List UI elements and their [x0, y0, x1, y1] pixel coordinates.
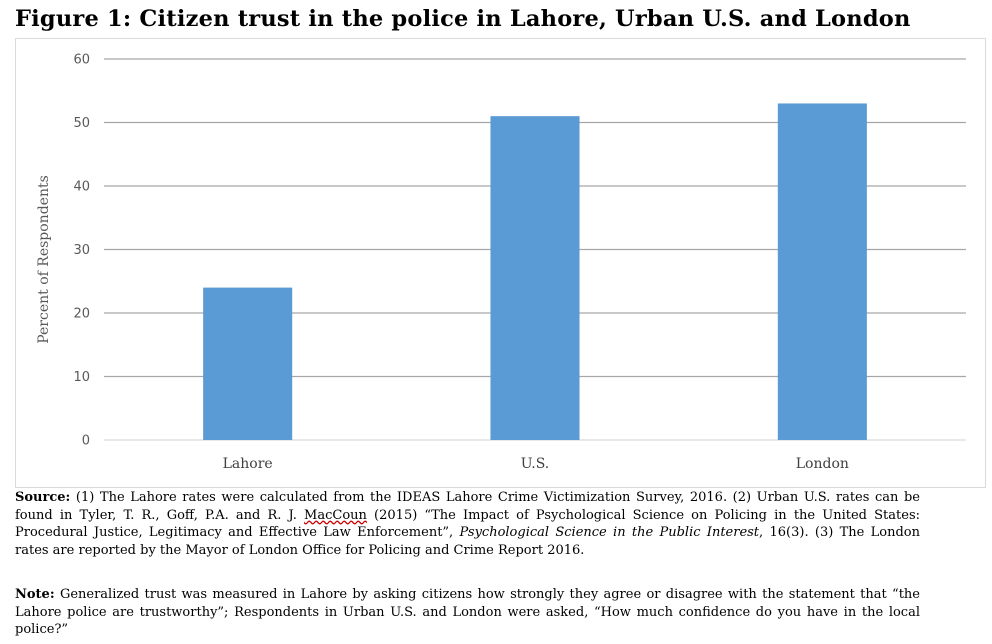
x-tick-label: Lahore — [223, 456, 273, 472]
y-tick-label: 20 — [73, 307, 90, 322]
source-author: MacCoun — [304, 507, 367, 523]
y-tick-label: 30 — [73, 243, 90, 258]
bar-chart: 0 10 20 30 40 50 60 Percent of Respondents Lahor… — [36, 53, 966, 472]
y-tick-label: 40 — [73, 180, 90, 195]
y-tick-label: 50 — [73, 116, 90, 131]
bar-us — [490, 116, 580, 441]
bar-london — [777, 103, 867, 440]
x-tick-label: London — [796, 456, 849, 472]
y-axis-title: Percent of Respondents — [36, 175, 52, 344]
y-tick-label: 10 — [73, 370, 90, 385]
figure-title: Figure 1: Citizen trust in the police in… — [15, 6, 911, 32]
x-tick-label: U.S. — [521, 456, 550, 472]
y-tick-label: 60 — [73, 53, 90, 68]
source-text-3: , 16(3). (3) The London rates are report… — [15, 525, 920, 558]
source-note: Source: (1) The Lahore rates were calcul… — [15, 489, 920, 559]
source-label: Source: — [15, 490, 71, 505]
source-journal: Psychological Science in the Public Inte… — [459, 525, 760, 540]
source-text-1: (1) The Lahore rates were calculated fro… — [15, 490, 920, 523]
source-text-2: (2015) “The Impact of Psychological Scie… — [15, 507, 920, 541]
y-tick-label: 0 — [82, 434, 90, 449]
method-note: Note: Generalized trust was measured in … — [15, 586, 920, 639]
note-text: Generalized trust was measured in Lahore… — [15, 587, 920, 637]
note-label: Note: — [15, 587, 55, 602]
bar-lahore — [203, 287, 293, 440]
chart-area: 0 10 20 30 40 50 60 Percent of Respondents Lahor… — [15, 38, 986, 488]
